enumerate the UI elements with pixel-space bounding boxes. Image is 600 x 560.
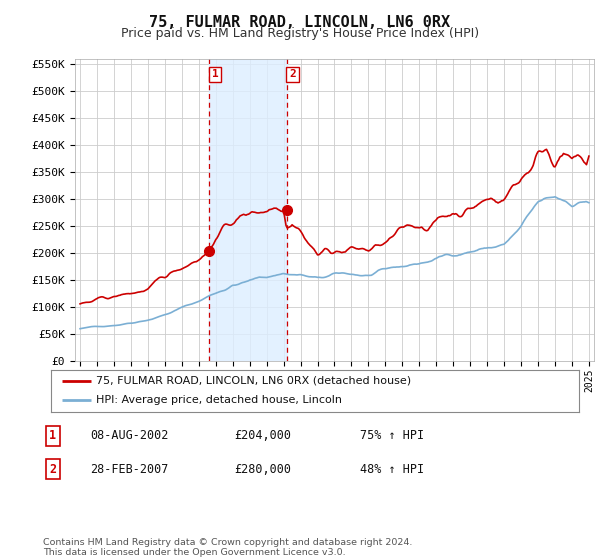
Text: 75% ↑ HPI: 75% ↑ HPI <box>360 429 424 442</box>
Text: 75, FULMAR ROAD, LINCOLN, LN6 0RX (detached house): 75, FULMAR ROAD, LINCOLN, LN6 0RX (detac… <box>96 376 411 386</box>
Text: 08-AUG-2002: 08-AUG-2002 <box>90 429 169 442</box>
Text: 48% ↑ HPI: 48% ↑ HPI <box>360 463 424 476</box>
Text: £204,000: £204,000 <box>234 429 291 442</box>
Text: 1: 1 <box>49 429 56 442</box>
Text: £280,000: £280,000 <box>234 463 291 476</box>
Text: Contains HM Land Registry data © Crown copyright and database right 2024.
This d: Contains HM Land Registry data © Crown c… <box>43 538 413 557</box>
Text: 1: 1 <box>212 69 218 80</box>
Text: 2: 2 <box>289 69 296 80</box>
Text: Price paid vs. HM Land Registry's House Price Index (HPI): Price paid vs. HM Land Registry's House … <box>121 27 479 40</box>
Text: 2: 2 <box>49 463 56 476</box>
Text: HPI: Average price, detached house, Lincoln: HPI: Average price, detached house, Linc… <box>96 395 342 405</box>
Text: 75, FULMAR ROAD, LINCOLN, LN6 0RX: 75, FULMAR ROAD, LINCOLN, LN6 0RX <box>149 15 451 30</box>
Text: 28-FEB-2007: 28-FEB-2007 <box>90 463 169 476</box>
Bar <box>209 59 287 361</box>
